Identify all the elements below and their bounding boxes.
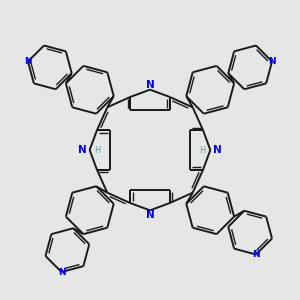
Text: N: N bbox=[268, 57, 276, 66]
Text: N: N bbox=[58, 268, 65, 277]
Text: N: N bbox=[252, 250, 260, 259]
Text: N: N bbox=[213, 145, 222, 155]
Text: N: N bbox=[146, 80, 154, 90]
Text: N: N bbox=[24, 57, 32, 66]
Text: H: H bbox=[94, 146, 101, 154]
Text: H: H bbox=[200, 146, 206, 154]
Text: N: N bbox=[146, 210, 154, 220]
Text: N: N bbox=[78, 145, 87, 155]
